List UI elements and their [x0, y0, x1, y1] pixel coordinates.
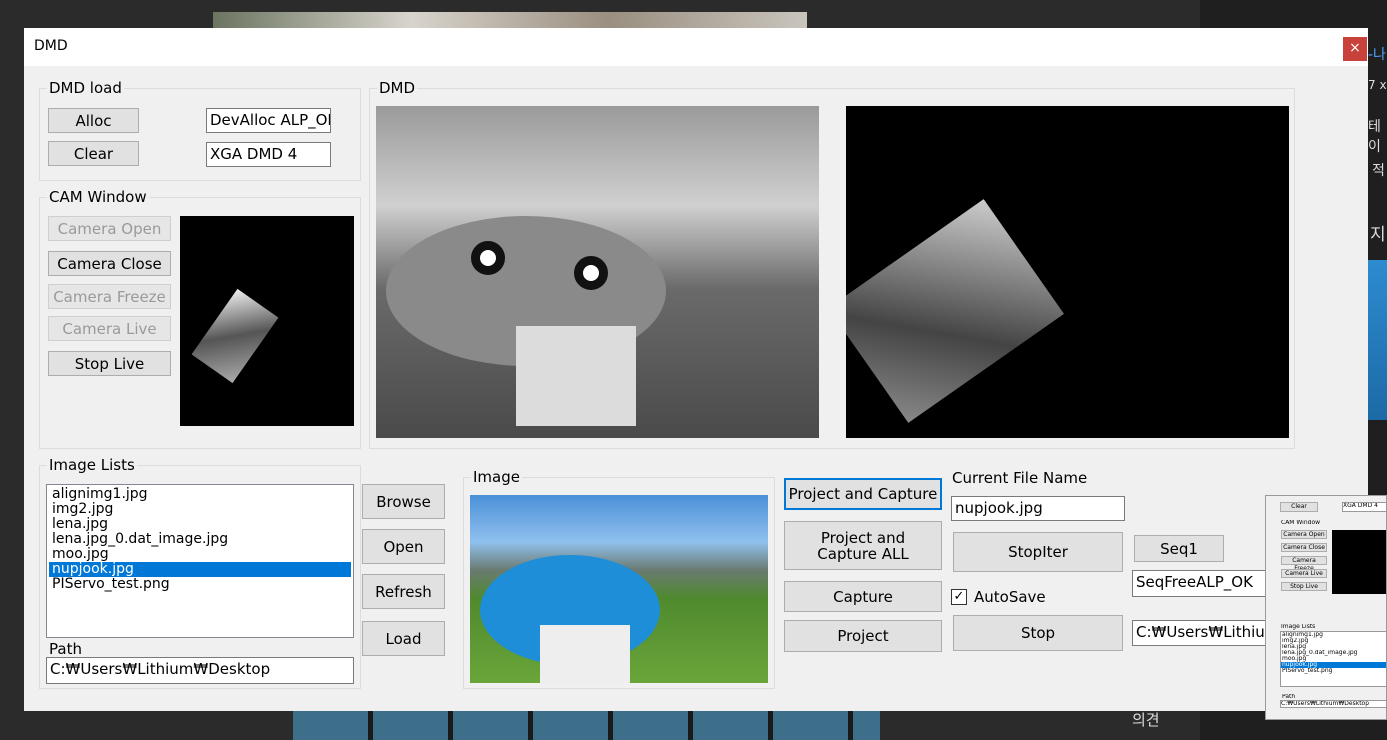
bg-image: [1368, 260, 1387, 420]
mini-label: CAM Window: [1281, 520, 1321, 526]
button[interactable]: Project and Capture ALL: [784, 521, 942, 570]
button[interactable]: Seq1: [1134, 535, 1224, 562]
close-button[interactable]: ×: [1343, 37, 1367, 61]
mini-camera: [1332, 530, 1386, 594]
thumbnail-strip: [293, 711, 880, 740]
checkbox[interactable]: ✓: [951, 589, 967, 605]
background-photo: [213, 12, 807, 28]
checkbox-label[interactable]: AutoSave: [974, 588, 1046, 606]
mini-item: nupjook.jpg: [1281, 662, 1386, 668]
group-box: [463, 477, 775, 689]
button: Camera Freeze: [48, 284, 171, 309]
group-box: [39, 88, 361, 181]
window-title: DMD: [34, 38, 68, 54]
mini-item: lena.jpg: [1282, 644, 1307, 650]
mini-label: Image Lists: [1281, 624, 1316, 630]
title-bar: DMD ×: [24, 28, 1368, 66]
button[interactable]: Clear: [48, 141, 139, 166]
button[interactable]: Alloc: [48, 108, 139, 133]
group-box: [39, 197, 361, 449]
mini-button: Stop Live: [1281, 582, 1327, 591]
mini-button: Camera Freeze: [1281, 556, 1327, 572]
path-field[interactable]: C:₩Users₩Lithium₩Desktop: [46, 657, 354, 684]
camera-image: [191, 288, 279, 384]
path-label: Path: [49, 640, 82, 658]
dialog: DMD × DMD load Alloc Clear DevAlloc ALP_…: [24, 28, 1368, 711]
text-field[interactable]: C:₩Users₩Lithium: [1132, 620, 1267, 646]
list-item[interactable]: PIServo_test.png: [52, 576, 170, 592]
button[interactable]: Stop: [953, 615, 1123, 651]
shirt: [516, 326, 636, 426]
list-item[interactable]: nupjook.jpg: [49, 562, 351, 577]
group-label: Image: [471, 468, 522, 486]
button[interactable]: Load: [362, 621, 445, 656]
mini-item: lena.jpg_0.dat_image.jpg: [1282, 650, 1358, 656]
button[interactable]: Project and Capture: [784, 478, 942, 510]
mini-item: alignimg1.jpg: [1282, 632, 1323, 638]
mini-list: alignimg1.jpg img2.jpg lena.jpg lena.jpg_0.…: [1280, 631, 1386, 687]
list-box[interactable]: alignimg1.jpg img2.jpg lena.jpg lena.jpg_0.…: [46, 484, 354, 638]
button[interactable]: StopIter: [953, 532, 1123, 572]
thumbnail-window: Clear XGA DMD 4 CAM Window Image Lists a…: [1265, 495, 1387, 720]
list-item[interactable]: lena.jpg: [52, 516, 109, 532]
text-field[interactable]: SeqFreeALP_OK: [1132, 570, 1267, 597]
camera-view: [180, 216, 354, 426]
button[interactable]: Camera Close: [48, 251, 171, 276]
mini-item: PIServo_test.png: [1282, 668, 1333, 674]
list-item[interactable]: alignimg1.jpg: [52, 486, 148, 502]
group-label: Image Lists: [47, 456, 137, 474]
button: Camera Live: [48, 316, 171, 341]
list-item[interactable]: img2.jpg: [52, 501, 114, 517]
eye: [471, 241, 505, 275]
button[interactable]: Capture: [784, 581, 942, 612]
group-label: CAM Window: [47, 188, 149, 206]
bg-text: 테이: [1368, 119, 1381, 155]
bg-text: 7 x: [1368, 78, 1387, 92]
text-field[interactable]: nupjook.jpg: [951, 496, 1125, 521]
button[interactable]: Stop Live: [48, 351, 171, 376]
list-item[interactable]: lena.jpg_0.dat_image.jpg: [52, 531, 229, 547]
button[interactable]: Project: [784, 620, 942, 652]
group-label: DMD: [377, 79, 418, 97]
button[interactable]: Browse: [362, 484, 445, 519]
bg-text: 지: [1370, 225, 1386, 245]
mini-button: Camera Live: [1281, 569, 1327, 578]
button: Camera Open: [48, 216, 171, 241]
mini-button: Camera Close: [1281, 543, 1327, 552]
preview-image: [470, 495, 768, 683]
bg-text: -나: [1368, 47, 1386, 63]
mini-item: img2.jpg: [1282, 638, 1309, 644]
capture-shape: [846, 199, 1064, 423]
group-box: [369, 88, 1295, 449]
mini-button: Clear: [1280, 502, 1318, 512]
dmd-pattern-image: [376, 106, 819, 438]
mini-button: Camera Open: [1281, 530, 1327, 539]
button[interactable]: Open: [362, 529, 445, 564]
group-label: DMD load: [47, 79, 124, 97]
label: Current File Name: [952, 469, 1088, 487]
bg-text: 적: [1372, 163, 1385, 179]
mini-item: moo.jpg: [1282, 656, 1307, 662]
group-box: [39, 465, 361, 689]
mini-field: C:₩Users₩Lithium₩Desktop: [1280, 700, 1386, 708]
button[interactable]: Refresh: [362, 574, 445, 609]
mini-label: Path: [1282, 694, 1296, 700]
camera-capture-image: [846, 106, 1289, 438]
text-field[interactable]: XGA DMD 4: [206, 142, 331, 167]
mini-field: XGA DMD 4: [1342, 502, 1386, 512]
bg-text: 의견: [1132, 711, 1160, 729]
list-item[interactable]: moo.jpg: [52, 546, 109, 562]
text-field[interactable]: DevAlloc ALP_OK: [206, 108, 331, 133]
eye: [574, 256, 608, 290]
shirt: [540, 625, 630, 683]
